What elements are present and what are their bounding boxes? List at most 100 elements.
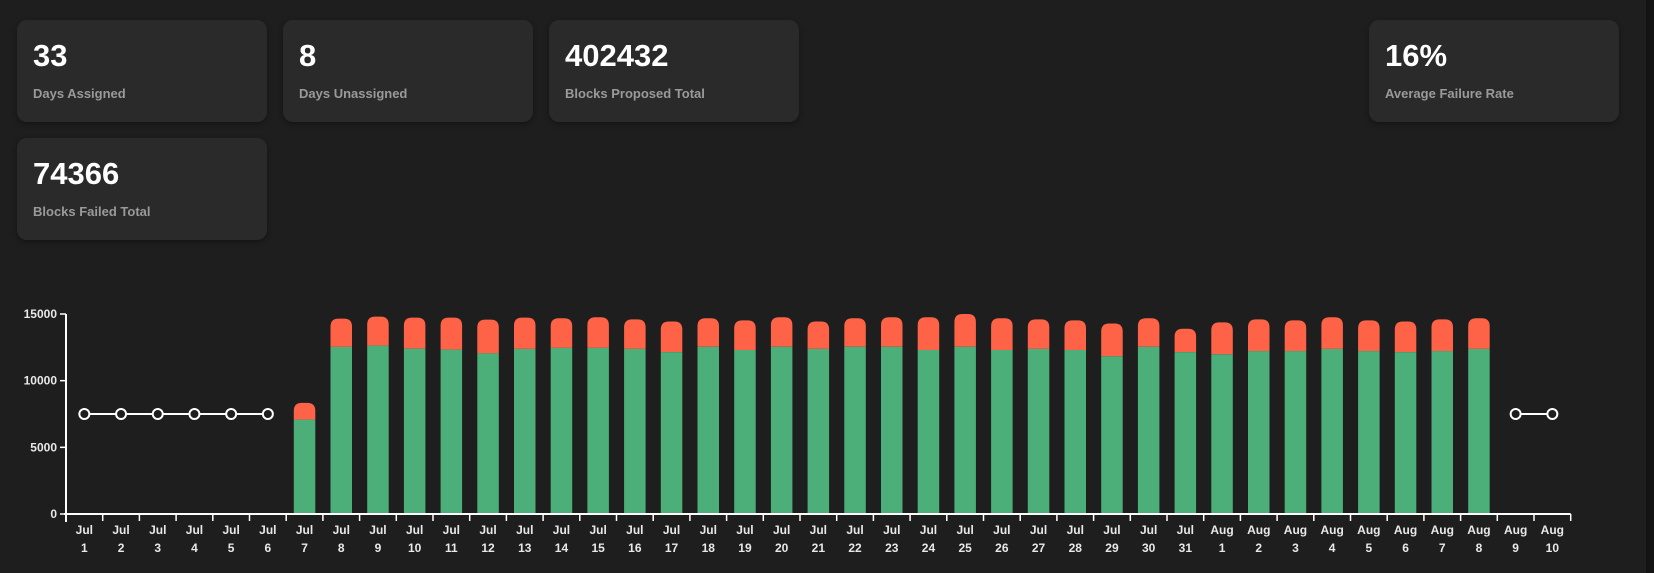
x-tick-label-month: Aug [1210, 523, 1233, 537]
x-tick-label-month: Aug [1541, 523, 1564, 537]
x-tick-label-day: 1 [1219, 541, 1226, 555]
x-tick-label-month: Jul [186, 523, 203, 537]
bar-failed [587, 317, 609, 348]
x-tick-label-day: 11 [445, 541, 458, 555]
x-tick-label-month: Jul [1103, 523, 1120, 537]
x-tick-label-day: 6 [1402, 541, 1409, 555]
x-tick-label-month: Aug [1394, 523, 1417, 537]
stat-value: 402432 [565, 38, 669, 73]
x-tick-label-day: 4 [1329, 541, 1336, 555]
bar-failed [991, 318, 1013, 350]
stat-value: 8 [299, 38, 317, 73]
bar-succeeded [917, 350, 940, 513]
bar-failed [367, 316, 389, 346]
stat-card-blocks-proposed: 402432 Blocks Proposed Total [549, 20, 799, 122]
stat-value: 33 [33, 38, 68, 73]
bar-failed [403, 317, 426, 349]
bar-succeeded [991, 350, 1013, 513]
bar-failed [1248, 319, 1270, 352]
bar-failed [1468, 318, 1490, 349]
bar-succeeded [770, 346, 793, 513]
x-tick-label-day: 5 [228, 541, 235, 555]
bar-failed [293, 402, 316, 420]
bar-failed [770, 317, 793, 347]
bar-failed [1431, 319, 1453, 352]
bar-succeeded [1394, 352, 1417, 513]
x-tick-label-month: Jul [369, 523, 386, 537]
x-tick-label-day: 28 [1069, 541, 1083, 555]
x-tick-label-month: Aug [1320, 523, 1343, 537]
bar-failed [1064, 320, 1086, 350]
bar-succeeded [807, 348, 830, 513]
scrollbar[interactable] [1646, 0, 1654, 573]
x-tick-label-month: Jul [810, 523, 827, 537]
x-tick-label-month: Jul [333, 523, 350, 537]
bar-succeeded [844, 346, 866, 513]
x-tick-label-month: Jul [112, 523, 129, 537]
stat-card-days-assigned: 33 Days Assigned [17, 20, 267, 122]
bar-succeeded [660, 352, 683, 513]
bar-succeeded [330, 346, 352, 513]
x-tick-label-month: Jul [626, 523, 643, 537]
bar-failed [1174, 328, 1197, 353]
bar-failed [477, 319, 499, 354]
bar-succeeded [1284, 351, 1307, 513]
x-tick-label-month: Jul [1030, 523, 1047, 537]
x-tick-label-day: 27 [1032, 541, 1046, 555]
x-tick-label-day: 18 [702, 541, 716, 555]
x-tick-label-day: 13 [518, 541, 532, 555]
stat-label: Average Failure Rate [1385, 86, 1514, 101]
x-tick-label-month: Jul [1140, 523, 1157, 537]
x-tick-label-month: Jul [736, 523, 753, 537]
x-tick-label-month: Jul [222, 523, 239, 537]
x-tick-label-month: Aug [1247, 523, 1270, 537]
bar-succeeded [1137, 346, 1160, 513]
x-tick-label-day: 15 [591, 541, 605, 555]
x-tick-label-day: 20 [775, 541, 789, 555]
x-tick-label-month: Aug [1467, 523, 1490, 537]
x-tick-label-day: 8 [338, 541, 345, 555]
x-tick-label-day: 7 [1439, 541, 1446, 555]
bar-succeeded [1064, 350, 1086, 513]
x-tick-label-month: Jul [406, 523, 423, 537]
bar-succeeded [1211, 354, 1233, 513]
bar-succeeded [1101, 356, 1123, 513]
x-tick-label-month: Jul [920, 523, 937, 537]
x-tick-label-day: 31 [1179, 541, 1193, 555]
stat-card-failure-rate: 16% Average Failure Rate [1369, 20, 1619, 122]
bar-failed [440, 317, 463, 350]
bar-failed [1101, 323, 1123, 357]
stat-label: Blocks Proposed Total [565, 86, 705, 101]
x-tick-label-day: 17 [665, 541, 679, 555]
bar-failed [1284, 320, 1307, 352]
x-tick-label-month: Jul [149, 523, 166, 537]
x-tick-label-day: 22 [848, 541, 862, 555]
bar-succeeded [1027, 348, 1050, 513]
x-tick-label-day: 2 [118, 541, 125, 555]
stat-label: Days Assigned [33, 86, 126, 101]
x-tick-label-month: Jul [1067, 523, 1084, 537]
bar-succeeded [1358, 351, 1380, 513]
blocks-chart: 0 5000 10000 15000 Jul 1 Jul 2 Jul 3 Jul 4 Jul 5 Jul 6 J… [24, 307, 1572, 555]
unassigned-marker [115, 408, 128, 420]
x-tick-label-day: 14 [555, 541, 569, 555]
x-tick-label-day: 26 [995, 541, 1009, 555]
bar-succeeded [697, 346, 719, 513]
x-tick-label-month: Aug [1504, 523, 1527, 537]
x-tick-label-day: 23 [885, 541, 899, 555]
x-tick-label-month: Jul [296, 523, 313, 537]
x-tick-label-day: 4 [191, 541, 198, 555]
bar-succeeded [367, 345, 389, 513]
stat-label: Blocks Failed Total [33, 204, 151, 219]
bar-succeeded [550, 347, 573, 513]
x-tick-label-month: Jul [1177, 523, 1194, 537]
bar-failed [881, 317, 903, 347]
unassigned-marker [188, 408, 201, 420]
bar-succeeded [293, 419, 316, 513]
x-tick-label-day: 19 [738, 541, 752, 555]
bar-succeeded [954, 346, 976, 513]
bar-failed [807, 321, 830, 349]
x-tick-label-month: Jul [993, 523, 1010, 537]
x-tick-label-month: Jul [773, 523, 790, 537]
x-tick-label-month: Jul [663, 523, 680, 537]
